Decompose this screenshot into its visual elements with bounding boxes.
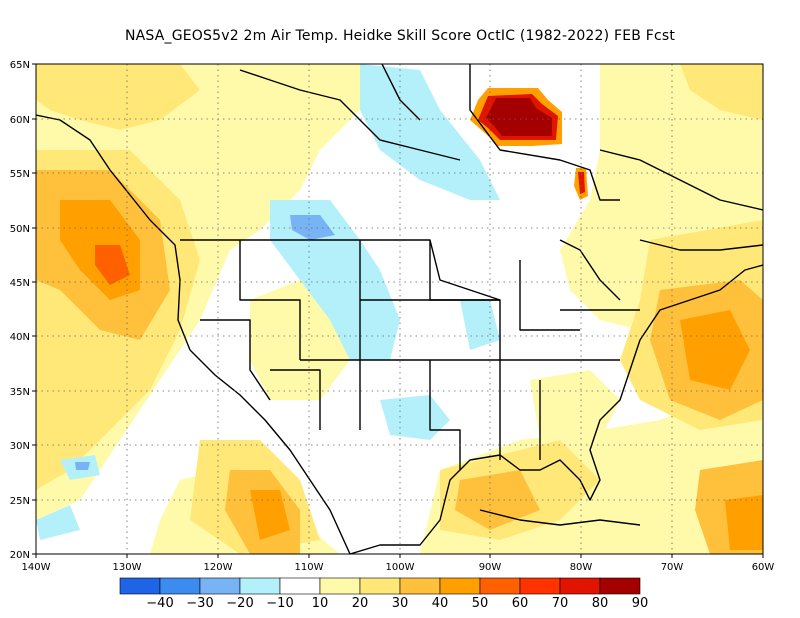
colorbar-swatch [159, 577, 201, 595]
colorbar-swatch [239, 577, 281, 595]
y-tick-label: 60N [10, 115, 30, 126]
y-tick-label: 50N [10, 224, 30, 235]
colorbar-swatch [399, 577, 441, 595]
colorbar-swatch [279, 577, 321, 595]
colorbar-swatch [519, 577, 561, 595]
colorbar-label: 20 [352, 596, 369, 611]
y-tick-label: 25N [10, 496, 30, 507]
x-tick-label: 120W [204, 562, 233, 573]
y-tick-label: 35N [10, 387, 30, 398]
x-tick-label: 80W [570, 562, 593, 573]
colorbar-swatches [119, 577, 641, 595]
colorbar-swatch [599, 577, 641, 595]
y-axis: 65N 60N 55N 50N 45N 40N 35N 30N 25N 20N [10, 60, 36, 561]
y-tick-label: 55N [10, 169, 30, 180]
colorbar-swatch [119, 577, 161, 595]
x-tick-label: 100W [386, 562, 415, 573]
colorbar-label: −10 [266, 596, 293, 611]
colorbar: −40 −30 −20 −10 10 20 30 40 50 60 70 80 … [119, 577, 649, 611]
skill-field [36, 64, 763, 554]
colorbar-swatch [359, 577, 401, 595]
colorbar-label: 40 [432, 596, 449, 611]
colorbar-label: 80 [592, 596, 609, 611]
colorbar-label: −20 [226, 596, 253, 611]
x-axis: 140W 130W 120W 110W 100W 90W 80W 70W 60W [22, 554, 775, 573]
x-tick-label: 130W [113, 562, 142, 573]
y-tick-label: 20N [10, 550, 30, 561]
colorbar-label: 10 [312, 596, 329, 611]
y-tick-label: 30N [10, 441, 30, 452]
x-tick-label: 60W [752, 562, 775, 573]
graticule [36, 64, 763, 554]
colorbar-swatch [439, 577, 481, 595]
colorbar-label: −30 [186, 596, 213, 611]
colorbar-label: 90 [632, 596, 649, 611]
blue-region [75, 215, 335, 470]
colorbar-swatch [199, 577, 241, 595]
x-tick-label: 70W [661, 562, 684, 573]
colorbar-swatch [559, 577, 601, 595]
colorbar-swatch [479, 577, 521, 595]
x-tick-label: 140W [22, 562, 51, 573]
y-tick-label: 45N [10, 278, 30, 289]
colorbar-label: 50 [472, 596, 489, 611]
colorbar-label: 70 [552, 596, 569, 611]
y-tick-label: 40N [10, 332, 30, 343]
y-tick-label: 65N [10, 60, 30, 71]
dark-orange-region [95, 245, 130, 285]
boundaries [36, 64, 763, 554]
dark-red-region [470, 88, 588, 200]
colorbar-swatch [319, 577, 361, 595]
colorbar-label: −40 [146, 596, 173, 611]
map-title: NASA_GEOS5v2 2m Air Temp. Heidke Skill S… [124, 28, 676, 44]
colorbar-label: 30 [392, 596, 409, 611]
x-tick-label: 110W [295, 562, 324, 573]
colorbar-label: 60 [512, 596, 529, 611]
x-tick-label: 90W [479, 562, 502, 573]
